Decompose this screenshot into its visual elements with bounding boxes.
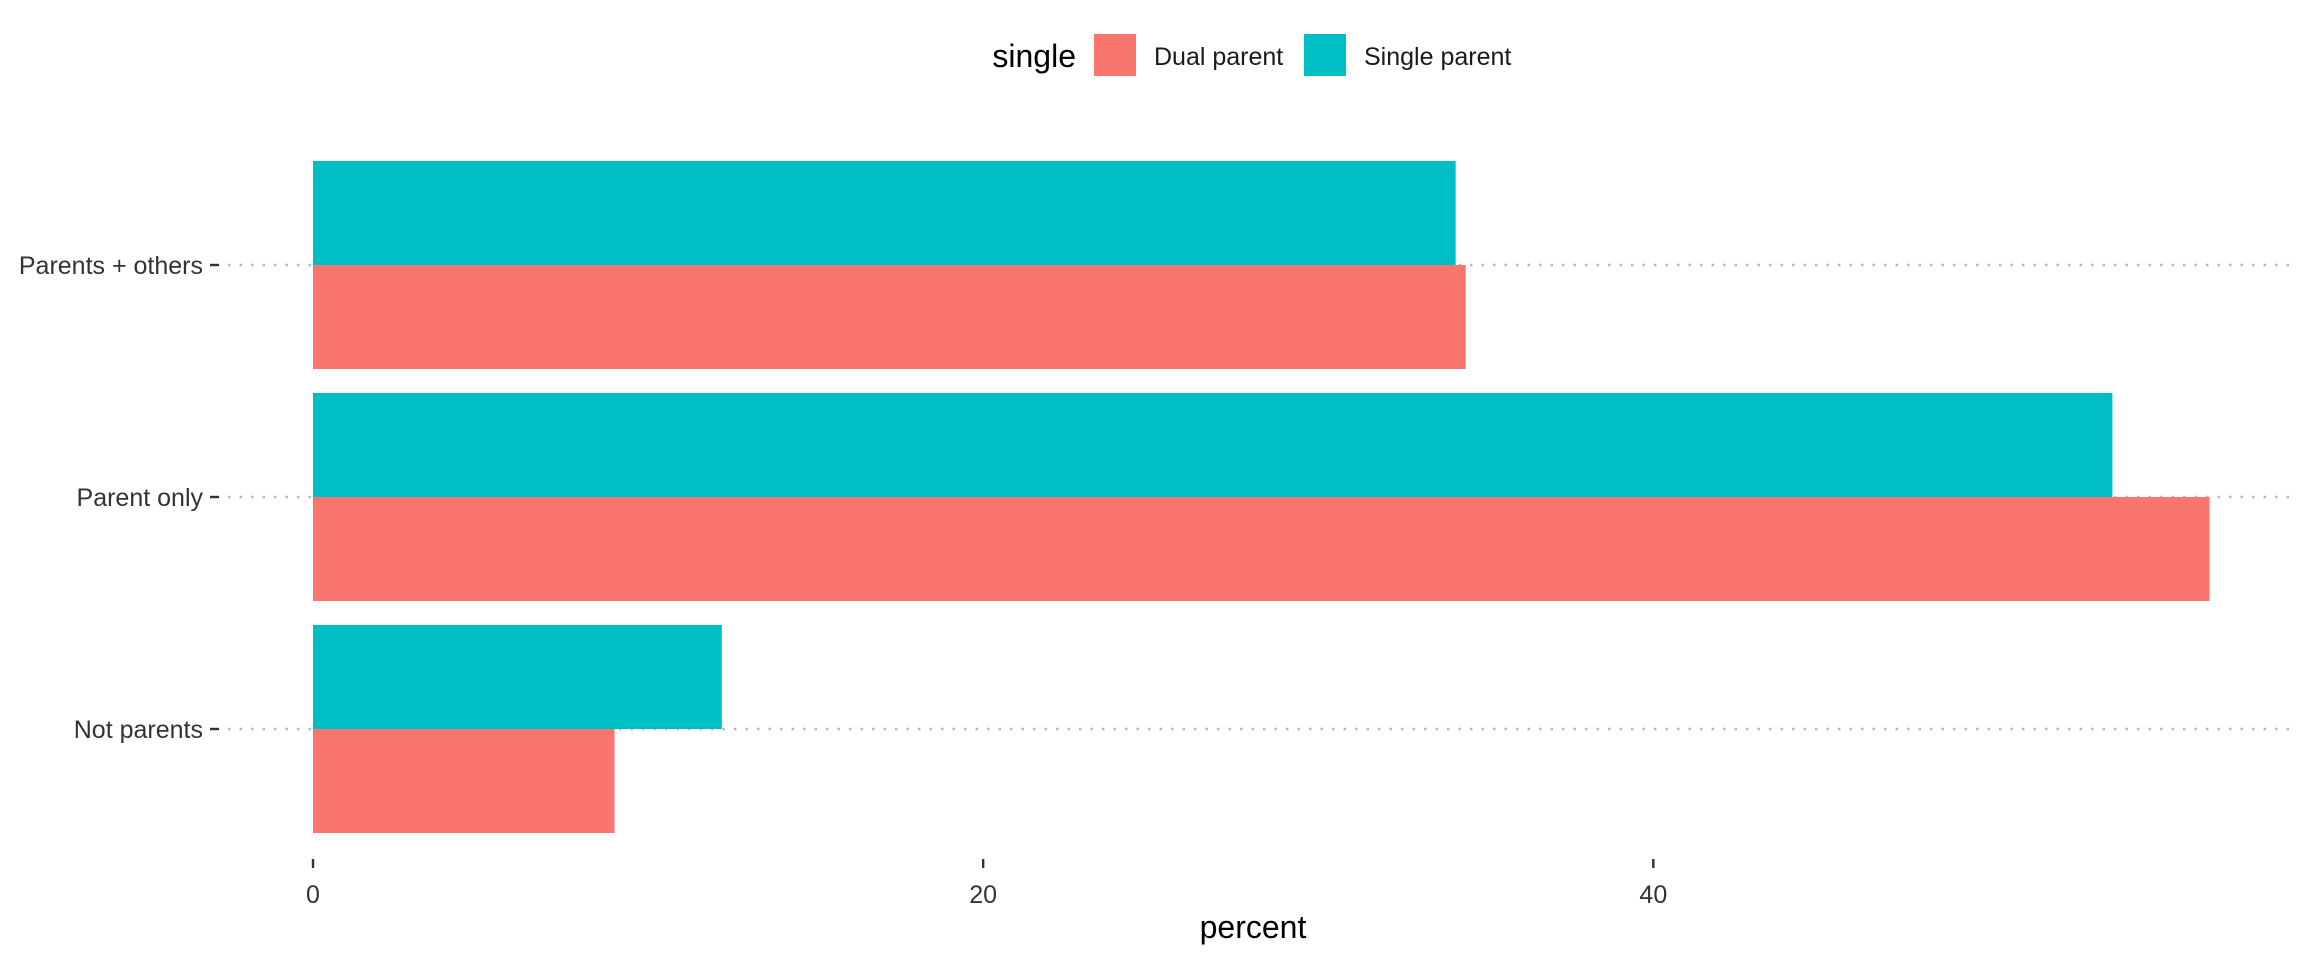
legend-label-single-parent: Single parent — [1364, 43, 1511, 71]
bar-parent-only-dual-parent — [313, 497, 2210, 601]
legend-key-dual-parent — [1094, 34, 1136, 76]
bars — [313, 161, 2210, 833]
axes: Parents + others Parent only Not parents 0 2… — [19, 252, 1667, 909]
x-tick-label-20: 20 — [969, 881, 997, 909]
y-tick-label-parent-only: Parent only — [77, 484, 204, 512]
legend-label-dual-parent: Dual parent — [1154, 43, 1283, 71]
bar-parent-only-single-parent — [313, 393, 2113, 497]
x-tick-label-40: 40 — [1639, 881, 1667, 909]
y-tick-label-parents-others: Parents + others — [19, 252, 203, 280]
x-tick-label-0: 0 — [306, 881, 320, 909]
bar-not-parents-single-parent — [313, 625, 722, 729]
legend-title: single — [992, 38, 1076, 74]
y-tick-label-not-parents: Not parents — [74, 716, 203, 744]
bar-parents-others-dual-parent — [313, 265, 1466, 369]
x-axis-title: percent — [1200, 909, 1307, 945]
bar-not-parents-dual-parent — [313, 729, 615, 833]
bar-parents-others-single-parent — [313, 161, 1456, 265]
legend: single Dual parent Single parent — [992, 34, 1511, 76]
legend-key-single-parent — [1304, 34, 1346, 76]
